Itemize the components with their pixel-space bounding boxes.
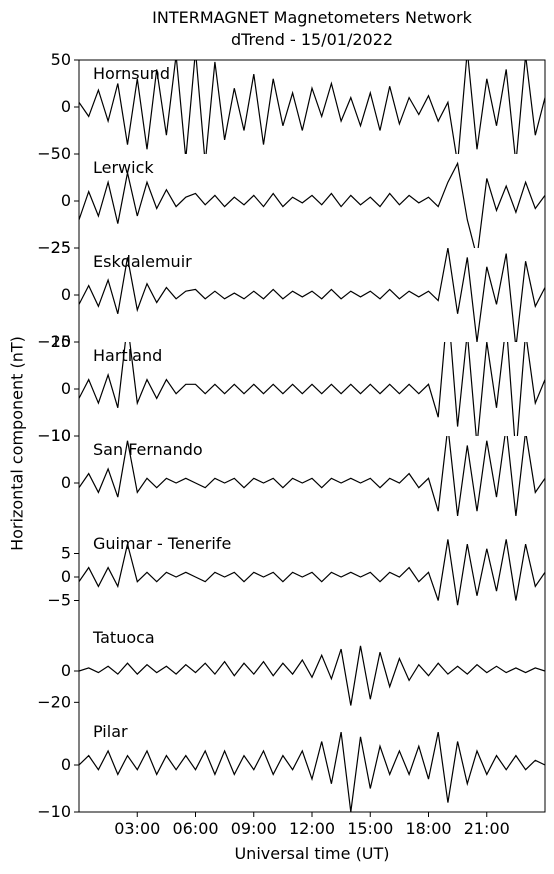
series-line-1 <box>79 161 545 248</box>
y-tick-label: 0 <box>61 755 71 774</box>
x-tick-label: 15:00 <box>347 819 393 838</box>
x-tick-label: 12:00 <box>289 819 335 838</box>
station-label: Pilar <box>93 722 128 741</box>
y-tick-label: 0 <box>61 191 71 210</box>
series-line-5 <box>79 539 545 606</box>
y-tick-label: 0 <box>61 661 71 680</box>
station-label: Hornsund <box>93 64 170 83</box>
chart-title: INTERMAGNET Magnetometers Network <box>152 8 472 27</box>
y-tick-label: 0 <box>61 379 71 398</box>
x-tick-label: 06:00 <box>172 819 218 838</box>
station-label: San Fernando <box>93 440 203 459</box>
y-tick-label: −25 <box>37 332 71 351</box>
x-tick-label: 18:00 <box>405 819 451 838</box>
y-tick-label: −25 <box>37 238 71 257</box>
station-label: Eskdalemuir <box>93 252 192 271</box>
panel-3: 10 0 −10 Hartland <box>37 332 545 445</box>
panel-1: 0 −25 Lerwick <box>37 158 545 257</box>
station-label: Lerwick <box>93 158 154 177</box>
series-line-0 <box>79 60 545 154</box>
y-tick-label: 0 <box>61 97 71 116</box>
series-line-7 <box>79 731 545 812</box>
panel-6: 0 −20 Tatuoca <box>37 628 545 711</box>
series-line-6 <box>79 645 545 706</box>
y-tick-label: 0 <box>61 567 71 586</box>
panel-5: 5 0 −5 Guimar - Tenerife <box>47 534 545 610</box>
y-tick-label: −10 <box>37 426 71 445</box>
x-tick-label: 03:00 <box>114 819 160 838</box>
panel-4: 10 0 San Fernando <box>51 426 545 516</box>
x-tick-label: 21:00 <box>464 819 510 838</box>
y-tick-label: −20 <box>37 692 71 711</box>
chart-subtitle: dTrend - 15/01/2022 <box>230 30 394 49</box>
y-axis-label: Horizontal component (nT) <box>7 336 27 551</box>
y-tick-label: 25 <box>51 238 71 257</box>
panel-7: 0 −10 Pilar <box>37 722 545 821</box>
x-tick-label: 09:00 <box>231 819 277 838</box>
panel-2: 25 0 −25 Eskdalemuir <box>37 238 545 351</box>
y-tick-label: −50 <box>37 144 71 163</box>
series-line-3 <box>79 342 545 436</box>
y-tick-label: 50 <box>51 50 71 69</box>
y-tick-label: 5 <box>61 544 71 563</box>
y-tick-label: 0 <box>61 285 71 304</box>
station-label: Hartland <box>93 346 162 365</box>
y-tick-label: 10 <box>51 332 71 351</box>
y-tick-label: −5 <box>47 591 71 610</box>
y-tick-label: 10 <box>51 426 71 445</box>
series-line-4 <box>79 436 545 516</box>
panel-0: 50 0 −50 Hornsund <box>37 50 545 163</box>
series-line-2 <box>79 248 545 342</box>
station-label: Tatuoca <box>92 628 155 647</box>
x-axis-label: Universal time (UT) <box>234 844 390 863</box>
y-tick-label: 0 <box>61 473 71 492</box>
y-tick-label: −10 <box>37 802 71 821</box>
station-label: Guimar - Tenerife <box>93 534 231 553</box>
